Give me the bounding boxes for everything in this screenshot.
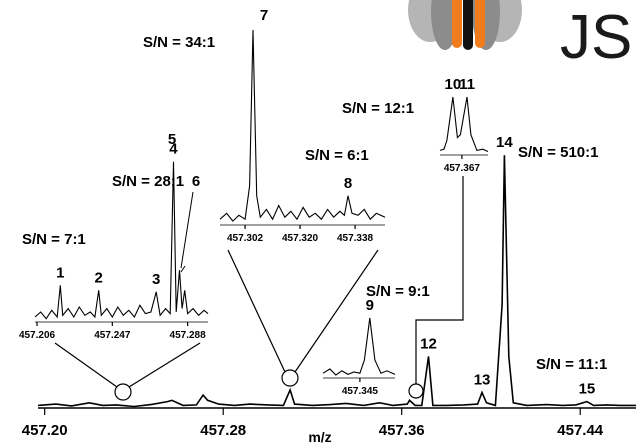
- signal-to-noise: S/N = 510:1: [518, 144, 598, 161]
- x-tick-label: 457.36: [379, 422, 425, 439]
- spectrum-line: [34, 161, 209, 320]
- signal-to-noise: S/N = 6:1: [305, 147, 369, 164]
- connector: [415, 176, 464, 384]
- peak-label: 12: [420, 335, 437, 352]
- connectors: [54, 176, 464, 401]
- signal-to-noise: S/N = 12:1: [342, 100, 414, 117]
- logo-bar: [452, 0, 462, 48]
- x-tick-label: 457.28: [200, 422, 246, 439]
- peak-label: 8: [344, 175, 352, 192]
- x-tick-label: 457.367: [444, 163, 481, 174]
- spectrum-line: [439, 96, 489, 153]
- x-tick-label: 457.247: [94, 330, 131, 341]
- zoom-circle: [408, 383, 424, 399]
- x-tick-label: 457.345: [342, 386, 379, 397]
- logo-lobe: [431, 0, 459, 50]
- x-tick-label: 457.338: [337, 233, 374, 244]
- logo-bar: [463, 0, 473, 50]
- logo-bar: [475, 0, 485, 48]
- peak-label: 2: [95, 269, 103, 286]
- connector: [128, 342, 201, 388]
- x-tick-label: 457.206: [19, 330, 56, 341]
- peak-label: 4: [169, 141, 178, 158]
- peak-label: 1: [56, 264, 64, 281]
- connector: [54, 342, 118, 388]
- peak-label: 6: [192, 173, 200, 190]
- logo: JS: [408, 0, 632, 72]
- x-tick-label: 457.302: [227, 233, 264, 244]
- x-tick-label: 457.288: [170, 330, 207, 341]
- x-tick-label: 457.44: [557, 422, 604, 439]
- x-tick-label: 457.320: [282, 233, 319, 244]
- spectrum-line: [37, 155, 636, 408]
- peak-label: 14: [496, 134, 513, 151]
- peak-label: 13: [474, 372, 491, 389]
- peak-label: 5: [168, 131, 176, 148]
- signal-to-noise: S/N = 9:1: [366, 283, 430, 300]
- peak-label: 9: [366, 297, 374, 314]
- peak-label: 11: [459, 76, 475, 93]
- peak-label: 7: [260, 7, 268, 24]
- signal-to-noise: S/N = 34:1: [143, 34, 215, 51]
- connector: [294, 249, 379, 373]
- zoom-circle: [281, 369, 299, 387]
- signal-to-noise: S/N = 7:1: [22, 231, 86, 248]
- pointer: [180, 191, 194, 269]
- x-axis-label: m/z: [308, 429, 331, 445]
- signal-to-noise: S/N = 28:1: [112, 173, 184, 190]
- peak-label: 15: [579, 381, 596, 398]
- spectrum-line: [219, 29, 386, 222]
- peak-label: 10: [445, 76, 462, 93]
- spectrum-line: [322, 317, 396, 376]
- x-tick-label: 457.20: [22, 422, 68, 439]
- peak-label: 3: [152, 271, 160, 288]
- pointer: [180, 265, 186, 273]
- zoom-circle: [114, 383, 132, 401]
- signal-to-noise: S/N = 11:1: [536, 356, 607, 373]
- logo-text: JS: [560, 3, 632, 72]
- connector: [227, 249, 286, 373]
